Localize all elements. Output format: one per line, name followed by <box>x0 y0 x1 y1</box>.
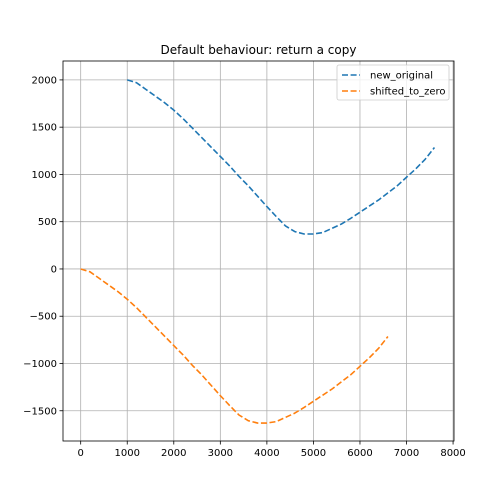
legend-box <box>336 64 450 101</box>
y-tick-label: 1500 <box>32 123 57 134</box>
plot-frame <box>62 60 455 442</box>
axis-ticks: 0 1000 2000 3000 4000 5000 6000 7000 8000−1500−1… <box>23 75 466 459</box>
legend-label: new_original <box>370 71 433 82</box>
series-line-new-original <box>127 79 436 235</box>
x-tick-label: 5000 <box>301 448 326 459</box>
x-tick-label: 6000 <box>347 448 372 459</box>
legend: new_original shifted_to_zero <box>336 64 450 101</box>
x-tick-label: 7000 <box>394 448 419 459</box>
series-lines <box>80 79 436 424</box>
y-tick-label: 500 <box>38 217 57 228</box>
x-tick-label: 2000 <box>161 448 186 459</box>
plot-area <box>63 61 454 441</box>
x-tick-label: 4000 <box>254 448 279 459</box>
x-tick-label: 3000 <box>208 448 233 459</box>
y-tick-label: 1000 <box>32 170 57 181</box>
legend-label: shifted_to_zero <box>370 87 446 98</box>
y-tick-label: −1500 <box>23 406 57 417</box>
y-tick-label: −1000 <box>23 359 57 370</box>
series-line-shifted-to-zero <box>80 268 389 424</box>
grid <box>63 61 454 441</box>
chart-title: Default behaviour: return a copy <box>161 43 357 57</box>
y-tick-label: 2000 <box>32 75 57 86</box>
y-tick-label: 0 <box>51 264 57 275</box>
x-tick-label: 0 <box>78 448 84 459</box>
y-tick-label: −500 <box>30 312 57 323</box>
x-tick-label: 8000 <box>440 448 465 459</box>
x-tick-label: 1000 <box>115 448 140 459</box>
